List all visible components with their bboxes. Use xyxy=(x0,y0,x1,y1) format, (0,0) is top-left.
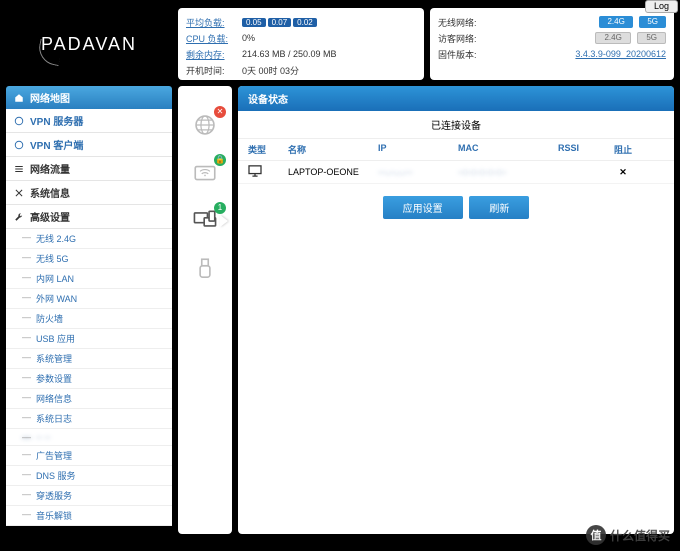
wrench-icon xyxy=(14,212,24,222)
globe-icon xyxy=(14,116,24,126)
sidebar-sub-netinfo[interactable]: 网络信息 xyxy=(6,389,172,409)
sidebar-sub-hidden[interactable]: ·· ·· xyxy=(6,429,172,446)
panel-title: 设备状态 xyxy=(238,86,674,111)
guest-5g-button[interactable]: 5G xyxy=(637,32,666,44)
col-mac: MAC xyxy=(458,143,558,156)
sidebar-sub-tunnel[interactable]: 穿透服务 xyxy=(6,486,172,506)
sidebar-sub-wireless-24g[interactable]: 无线 2.4G xyxy=(6,229,172,249)
watermark-icon: 值 xyxy=(586,525,606,545)
panel-subtitle: 已连接设备 xyxy=(238,111,674,139)
table-row: LAPTOP-OEONE ···.··.·.··· ··:··:··:··:··… xyxy=(238,161,674,184)
sidebar-sub-firewall[interactable]: 防火墙 xyxy=(6,309,172,329)
table-header: 类型 名称 IP MAC RSSI 阻止 xyxy=(238,139,674,161)
home-icon xyxy=(14,93,24,103)
bars-icon xyxy=(14,164,24,174)
sidebar-item-vpn-server[interactable]: VPN 服务器 xyxy=(6,109,172,133)
globe-icon xyxy=(14,140,24,150)
internet-status-icon[interactable]: ✕ xyxy=(190,110,220,140)
wireless-status-icon[interactable]: 🔒 xyxy=(190,158,220,188)
main-panel: 设备状态 已连接设备 类型 名称 IP MAC RSSI 阻止 LAPTOP-O… xyxy=(238,86,674,534)
device-name: LAPTOP-OEONE xyxy=(288,167,378,177)
mem-value: 214.63 MB / 250.09 MB xyxy=(242,49,337,59)
col-name: 名称 xyxy=(288,143,378,156)
sidebar-sub-usb[interactable]: USB 应用 xyxy=(6,329,172,349)
fw-version-link[interactable]: 3.4.3.9-099_20200612 xyxy=(575,49,666,59)
col-type: 类型 xyxy=(248,143,288,156)
sidebar-sub-sysmgmt[interactable]: 系统管理 xyxy=(6,349,172,369)
cpu-value: 0% xyxy=(242,33,255,43)
cpu-label[interactable]: CPU 负载: xyxy=(186,32,242,45)
sidebar-item-vpn-client[interactable]: VPN 客户端 xyxy=(6,133,172,157)
sidebar-sub-adblock[interactable]: 广告管理 xyxy=(6,446,172,466)
device-type-icon xyxy=(248,165,288,179)
sidebar-sub-dns[interactable]: DNS 服务 xyxy=(6,466,172,486)
internet-error-badge: ✕ xyxy=(214,106,226,118)
sidebar-sub-syslog[interactable]: 系统日志 xyxy=(6,409,172,429)
status-panel-system: 平均负载: 0.050.070.02 CPU 负载:0% 剩余内存:214.63… xyxy=(178,8,424,80)
uptime-label: 开机时间: xyxy=(186,64,242,77)
sidebar-item-traffic[interactable]: 网络流量 xyxy=(6,157,172,181)
clients-count-badge: 1 xyxy=(214,202,226,214)
sidebar-item-advanced[interactable]: 高级设置 xyxy=(6,205,172,229)
fw-label: 固件版本: xyxy=(438,48,498,61)
mem-label[interactable]: 剩余内存: xyxy=(186,48,242,61)
sidebar: 网络地图 VPN 服务器 VPN 客户端 网络流量 系统信息 高级设置 无线 2… xyxy=(6,86,172,534)
sidebar-sub-lan[interactable]: 内网 LAN xyxy=(6,269,172,289)
logo: PADAVAN xyxy=(6,8,172,80)
wlan-5g-button[interactable]: 5G xyxy=(639,16,666,28)
uptime-value: 0天 00时 03分 xyxy=(242,64,299,77)
watermark: 值 什么值得买 xyxy=(586,525,670,545)
sidebar-sub-wireless-5g[interactable]: 无线 5G xyxy=(6,249,172,269)
sidebar-item-sysinfo[interactable]: 系统信息 xyxy=(6,181,172,205)
block-button[interactable]: ✕ xyxy=(608,167,638,178)
guest-24g-button[interactable]: 2.4G xyxy=(595,32,630,44)
wlan-label: 无线网络: xyxy=(438,16,498,29)
guest-label: 访客网络: xyxy=(438,32,498,45)
device-category-panel: ✕ 🔒 1 xyxy=(178,86,232,534)
wireless-secure-badge: 🔒 xyxy=(214,154,226,166)
selected-indicator-icon xyxy=(220,215,228,227)
device-ip: ···.··.·.··· xyxy=(378,167,458,177)
usb-status-icon[interactable] xyxy=(190,254,220,284)
cross-icon xyxy=(14,188,24,198)
log-button[interactable]: Log xyxy=(645,0,678,13)
col-rssi: RSSI xyxy=(558,143,608,156)
refresh-button[interactable]: 刷新 xyxy=(469,196,529,219)
sidebar-sub-wan[interactable]: 外网 WAN xyxy=(6,289,172,309)
device-mac: ··:··:··:··:··:·· xyxy=(458,167,558,177)
sidebar-sub-params[interactable]: 参数设置 xyxy=(6,369,172,389)
sidebar-head-network-map[interactable]: 网络地图 xyxy=(6,86,172,109)
sidebar-sub-music[interactable]: 音乐解锁 xyxy=(6,506,172,526)
status-panel-network: 无线网络: 2.4G 5G 访客网络: 2.4G 5G 固件版本: 3.4.3.… xyxy=(430,8,674,80)
load-values: 0.050.070.02 xyxy=(242,17,319,27)
col-block: 阻止 xyxy=(608,143,638,156)
load-label[interactable]: 平均负载: xyxy=(186,16,242,29)
clients-status-icon[interactable]: 1 xyxy=(190,206,220,236)
apply-button[interactable]: 应用设置 xyxy=(383,196,463,219)
wlan-24g-button[interactable]: 2.4G xyxy=(599,16,632,28)
col-ip: IP xyxy=(378,143,458,156)
